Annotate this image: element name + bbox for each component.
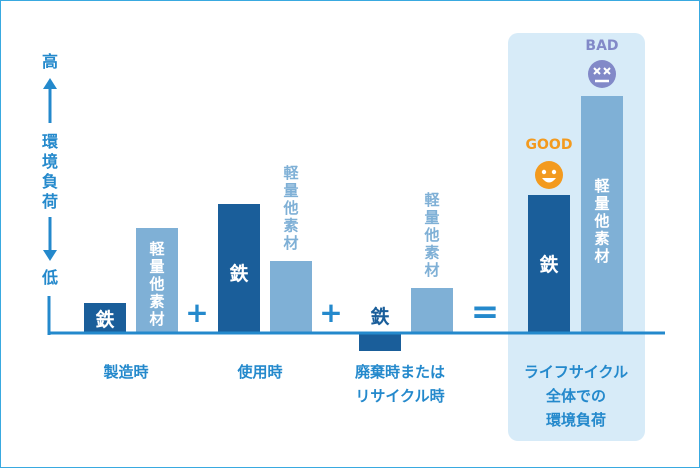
good-badge-label: GOOD <box>526 137 573 153</box>
bar-label-other-material: 他 <box>282 199 298 217</box>
category-label: 環境負荷 <box>546 411 606 429</box>
bar-label-other-material: 材 <box>424 261 439 279</box>
bar-label-other-material: 材 <box>283 234 298 252</box>
category-label: 全体での <box>545 387 606 405</box>
y-axis-high-label: 高 <box>42 52 58 71</box>
bar-label-other-material: 量 <box>424 209 439 227</box>
plus-sign: + <box>185 296 208 329</box>
arrow-down-icon <box>43 250 57 261</box>
bar-label-iron: 鉄 <box>229 262 248 285</box>
bar-label-other-material: 量 <box>283 182 298 200</box>
plus-sign: + <box>319 296 342 329</box>
bar-other-material <box>270 261 312 333</box>
bar-label-other-material: 他 <box>148 275 164 293</box>
category-label: ライフサイクル <box>524 363 628 381</box>
y-axis-label: 負 <box>42 172 58 191</box>
bar-label-other-material: 材 <box>149 310 164 328</box>
operators-group: + + = <box>185 292 499 332</box>
y-axis-label: 環 <box>42 132 59 151</box>
bar-label-other-material: 軽 <box>283 164 299 182</box>
arrow-up-icon <box>43 78 57 89</box>
bar-iron <box>218 204 260 333</box>
y-axis-low-label: 低 <box>41 268 58 287</box>
bar-label-other-material: 素 <box>149 293 164 311</box>
bar-label-other-material: 素 <box>283 217 298 235</box>
bar-label-other-material: 量 <box>594 195 609 213</box>
bar-iron <box>528 195 570 333</box>
bars-group <box>84 96 623 351</box>
category-label: リサイクル時 <box>355 387 444 405</box>
bad-badge-label: BAD <box>585 38 618 54</box>
bar-other-material <box>411 288 453 333</box>
bar-label-other-material: 軽 <box>594 177 610 195</box>
badges-group: GOOD BAD <box>526 38 619 189</box>
bar-label-other-material: 軽 <box>149 240 165 258</box>
equals-sign: = <box>471 292 500 332</box>
y-axis-label: 境 <box>42 152 58 171</box>
bar-label-other-material: 他 <box>593 212 609 230</box>
bar-label-other-material: 軽 <box>424 191 440 209</box>
bar-label-iron: 鉄 <box>539 253 558 276</box>
smiley-face-icon <box>535 161 563 189</box>
bar-label-iron: 鉄 <box>95 308 114 331</box>
bar-label-other-material: 他 <box>423 226 439 244</box>
bar-label-other-material: 量 <box>149 258 164 276</box>
bar-label-other-material: 素 <box>594 230 609 248</box>
category-label: 使用時 <box>236 363 282 381</box>
bar-iron <box>84 303 126 333</box>
category-label: 廃棄時または <box>355 363 445 381</box>
y-axis-label: 荷 <box>42 192 58 211</box>
bar-other-material <box>136 228 178 333</box>
bar-label-other-material: 素 <box>424 244 439 262</box>
category-label: 製造時 <box>102 363 148 381</box>
bar-label-other-material: 材 <box>594 247 609 265</box>
bar-other-material <box>581 96 623 333</box>
dizzy-face-icon <box>588 60 616 88</box>
bar-iron <box>359 333 401 351</box>
bar-label-iron: 鉄 <box>370 305 389 328</box>
